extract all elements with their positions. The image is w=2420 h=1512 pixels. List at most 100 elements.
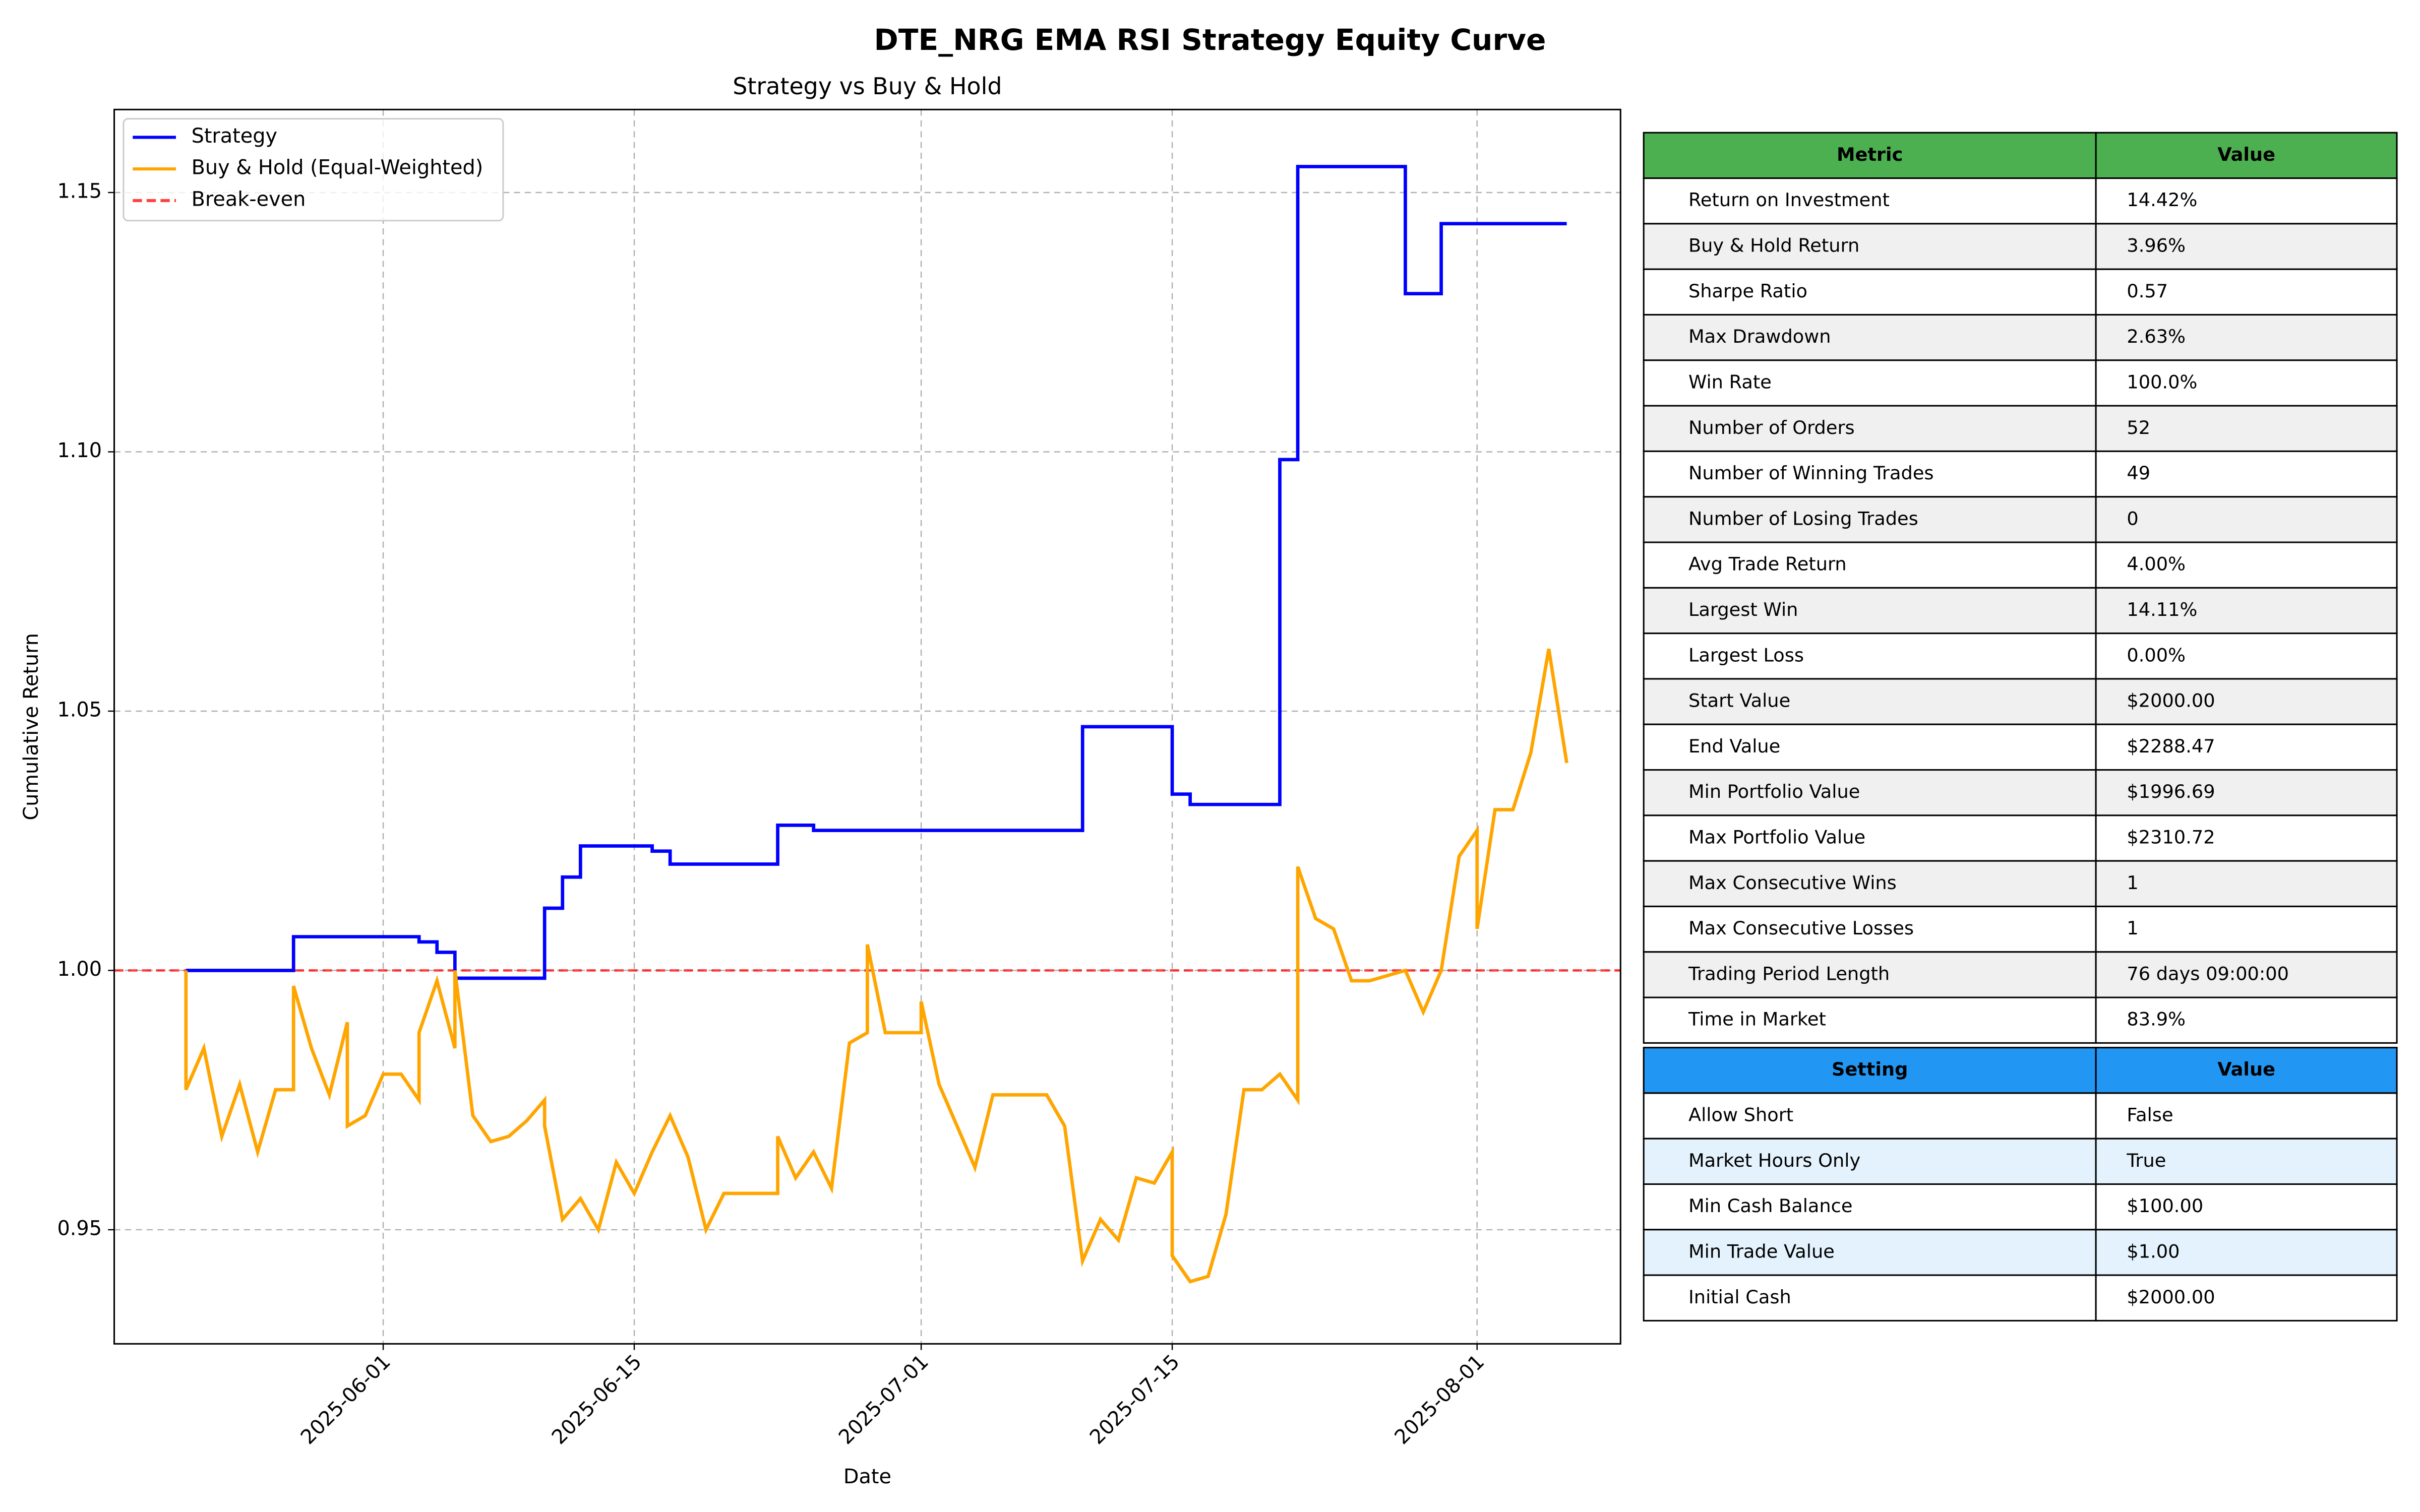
table-value: $2000.00 xyxy=(2127,690,2215,712)
table-key: Buy & Hold Return xyxy=(1688,235,1859,257)
table-value: 100.0% xyxy=(2127,371,2197,393)
table-key: Win Rate xyxy=(1688,371,1772,393)
table-cell xyxy=(2095,177,2398,225)
legend-label: Buy & Hold (Equal-Weighted) xyxy=(192,156,483,179)
y-axis-label: Cumulative Return xyxy=(20,633,43,821)
table-cell xyxy=(1643,177,2097,225)
table-cell xyxy=(1643,769,2097,816)
plot-frame xyxy=(113,108,1621,1345)
table-key: Allow Short xyxy=(1688,1104,1793,1126)
table-value: False xyxy=(2127,1104,2173,1126)
table-cell xyxy=(2095,1229,2398,1276)
table-value: $1.00 xyxy=(2127,1240,2180,1262)
table-key: Largest Win xyxy=(1688,599,1798,620)
table-value: 52 xyxy=(2127,417,2150,438)
table-cell xyxy=(2095,951,2398,998)
table-cell xyxy=(2095,359,2398,407)
y-tick-label: 0.95 xyxy=(57,1217,102,1240)
table-key: Market Hours Only xyxy=(1688,1150,1860,1171)
table-key: Number of Winning Trades xyxy=(1688,462,1934,484)
x-tick-label: 2025-07-01 xyxy=(834,1350,933,1449)
table-cell xyxy=(1643,405,2097,452)
table-cell xyxy=(1643,633,2097,680)
table-value: 49 xyxy=(2127,462,2150,484)
chart-subtitle: Strategy vs Buy & Hold xyxy=(733,73,1002,100)
y-tick-label: 1.15 xyxy=(57,179,102,203)
table-key: Initial Cash xyxy=(1688,1286,1791,1308)
table-cell xyxy=(1643,1183,2097,1231)
table-value: 1 xyxy=(2127,917,2138,939)
table-cell xyxy=(1643,359,2097,407)
table-header-cell xyxy=(2095,132,2398,179)
x-axis-label: Date xyxy=(843,1465,891,1488)
table-key: Time in Market xyxy=(1688,1009,1826,1030)
table-key: Min Cash Balance xyxy=(1688,1195,1853,1217)
table-key: Number of Losing Trades xyxy=(1688,508,1918,529)
table-value: $2288.47 xyxy=(2127,735,2215,757)
table-value: 0.57 xyxy=(2127,280,2168,302)
table-cell xyxy=(1643,1138,2097,1185)
table-header: Value xyxy=(2217,1058,2275,1080)
table-value: $100.00 xyxy=(2127,1195,2203,1217)
table-value: $2000.00 xyxy=(2127,1286,2215,1308)
table-key: Max Consecutive Losses xyxy=(1688,917,1914,939)
table-value: 0.00% xyxy=(2127,644,2186,666)
table-value: 0 xyxy=(2127,508,2138,529)
table-cell xyxy=(2095,905,2398,953)
table-value: 4.00% xyxy=(2127,553,2186,575)
x-tick-label: 2025-07-15 xyxy=(1085,1350,1184,1449)
y-tick-label: 1.10 xyxy=(57,439,102,462)
table-key: Min Portfolio Value xyxy=(1688,781,1860,802)
table-key: Avg Trade Return xyxy=(1688,553,1847,575)
table-key: Max Consecutive Wins xyxy=(1688,872,1897,894)
equity-line xyxy=(186,165,1567,980)
table-cell xyxy=(1643,1092,2097,1140)
table-cell xyxy=(2095,1183,2398,1231)
table-cell xyxy=(2095,268,2398,316)
table-key: Number of Orders xyxy=(1688,417,1855,438)
table-key: Start Value xyxy=(1688,690,1790,712)
table-cell xyxy=(2095,496,2398,543)
table-cell xyxy=(1643,996,2097,1044)
table-cell xyxy=(2095,769,2398,816)
legend-label: Strategy xyxy=(192,124,277,148)
chart-title: DTE_NRG EMA RSI Strategy Equity Curve xyxy=(874,23,1546,57)
legend-box xyxy=(123,118,504,222)
table-value: 3.96% xyxy=(2127,235,2186,257)
table-value: $2310.72 xyxy=(2127,827,2215,848)
table-value: 76 days 09:00:00 xyxy=(2127,963,2289,984)
y-tick-label: 1.00 xyxy=(57,958,102,981)
x-tick-label: 2025-06-15 xyxy=(548,1350,646,1449)
table-value: 14.42% xyxy=(2127,189,2197,211)
y-tick-label: 1.05 xyxy=(57,698,102,721)
table-cell xyxy=(2095,860,2398,907)
table-cell xyxy=(2095,1092,2398,1140)
table-key: Largest Loss xyxy=(1688,644,1804,666)
x-tick-label: 2025-06-01 xyxy=(296,1350,395,1449)
table-header: Metric xyxy=(1837,144,1903,165)
table-value: 2.63% xyxy=(2127,326,2186,347)
table-cell xyxy=(2095,814,2398,862)
table-cell xyxy=(1643,814,2097,862)
table-header: Value xyxy=(2217,144,2275,165)
table-key: Max Portfolio Value xyxy=(1688,827,1865,848)
table-cell xyxy=(2095,633,2398,680)
table-cell xyxy=(2095,313,2398,361)
table-cell xyxy=(2095,587,2398,635)
table-cell xyxy=(1643,450,2097,498)
table-cell xyxy=(1643,268,2097,316)
table-key: Sharpe Ratio xyxy=(1688,280,1807,302)
table-header-cell xyxy=(2095,1047,2398,1094)
table-value: True xyxy=(2126,1150,2166,1171)
table-value: 1 xyxy=(2127,872,2138,894)
table-cell xyxy=(2095,996,2398,1044)
legend-label: Break-even xyxy=(192,187,306,211)
table-value: $1996.69 xyxy=(2127,781,2215,802)
table-cell xyxy=(2095,1274,2398,1321)
table-cell xyxy=(2095,1138,2398,1185)
table-header: Setting xyxy=(1832,1058,1908,1080)
table-key: Trading Period Length xyxy=(1688,963,1890,984)
table-cell xyxy=(1643,951,2097,998)
table-cell xyxy=(2095,450,2398,498)
